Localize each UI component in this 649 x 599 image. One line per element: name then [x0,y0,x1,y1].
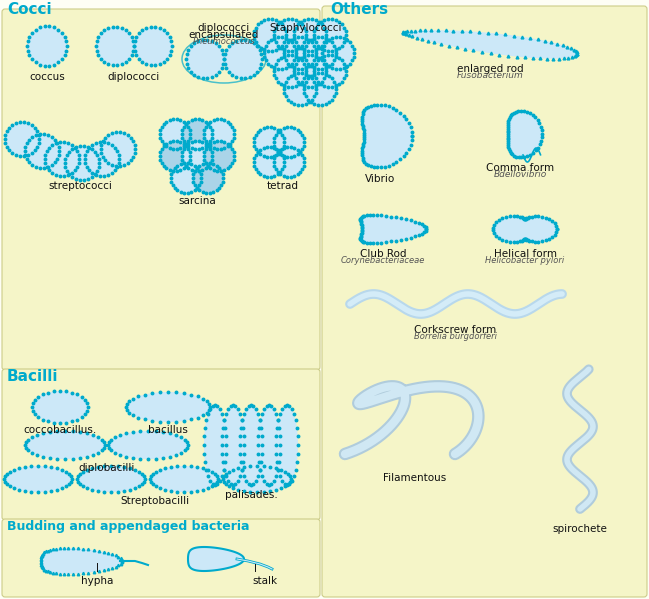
Circle shape [27,26,67,66]
Circle shape [304,37,336,69]
Circle shape [274,19,306,51]
Circle shape [294,55,326,87]
Text: diplococci: diplococci [108,72,160,82]
Ellipse shape [126,392,210,422]
Text: palisades.: palisades. [225,490,277,500]
Polygon shape [493,216,557,242]
Circle shape [182,119,212,149]
Circle shape [224,40,262,78]
Text: streptococci: streptococci [48,181,112,191]
Circle shape [314,55,346,87]
Circle shape [171,163,201,193]
Text: Staphylococci: Staphylococci [270,23,342,33]
Ellipse shape [204,405,226,485]
Text: Budding and appendaged bacteria: Budding and appendaged bacteria [7,520,249,533]
Circle shape [182,141,212,171]
Ellipse shape [276,405,298,485]
Text: Bdellovibrio: Bdellovibrio [493,170,546,179]
Text: spirochete: spirochete [552,524,607,534]
Text: sarcina: sarcina [178,196,216,206]
FancyBboxPatch shape [2,519,320,597]
Ellipse shape [222,405,244,485]
Circle shape [65,146,99,180]
Circle shape [5,122,39,156]
Circle shape [322,37,354,69]
Polygon shape [508,111,542,158]
Text: Helical form: Helical form [493,249,556,259]
Text: Others: Others [330,2,388,17]
Circle shape [186,40,224,78]
Circle shape [45,142,79,176]
Circle shape [204,119,234,149]
Polygon shape [362,104,412,168]
Circle shape [274,127,304,157]
Ellipse shape [223,466,291,492]
Text: Vibrio: Vibrio [365,174,395,184]
Text: Borrelia burgdorferi: Borrelia burgdorferi [413,332,496,341]
Text: Filamentous: Filamentous [384,473,447,483]
Text: Club Rod: Club Rod [360,249,406,259]
Text: diplobacilli: diplobacilli [79,463,135,473]
FancyBboxPatch shape [2,369,320,520]
Circle shape [294,19,326,51]
Circle shape [160,141,190,171]
Ellipse shape [32,391,88,423]
Circle shape [254,127,284,157]
Polygon shape [41,548,122,574]
Ellipse shape [258,405,280,485]
Circle shape [284,37,316,69]
Text: Corynebacteriaceae: Corynebacteriaceae [341,256,425,265]
Ellipse shape [240,405,262,485]
FancyBboxPatch shape [2,9,320,370]
Circle shape [193,163,223,193]
Ellipse shape [150,466,218,492]
FancyBboxPatch shape [322,6,647,597]
Ellipse shape [4,466,72,492]
Circle shape [134,27,172,65]
Ellipse shape [108,431,188,459]
Polygon shape [402,30,578,59]
Text: Cocci: Cocci [7,2,52,17]
Text: hypha: hypha [81,576,113,586]
Text: coccobacillus.: coccobacillus. [23,425,97,435]
Text: Comma form: Comma form [486,163,554,173]
Circle shape [25,134,59,168]
Circle shape [304,73,336,105]
Text: Pneumococcus: Pneumococcus [193,37,255,46]
Text: diplococci: diplococci [198,23,250,33]
Circle shape [204,141,234,171]
Polygon shape [188,547,244,571]
Circle shape [96,27,134,65]
Text: Fusobacterium: Fusobacterium [457,71,523,80]
Circle shape [274,147,304,177]
Text: tetrad: tetrad [267,181,299,191]
Ellipse shape [77,466,145,492]
Text: encapsulated: encapsulated [189,30,259,40]
Circle shape [284,73,316,105]
Text: coccus: coccus [29,72,65,82]
Circle shape [264,37,296,69]
Circle shape [160,119,190,149]
Text: Corkscrew form: Corkscrew form [414,325,496,335]
Circle shape [254,19,286,51]
Circle shape [85,142,119,176]
Text: Bacilli: Bacilli [7,369,58,384]
Text: Streptobacilli: Streptobacilli [121,496,190,506]
Ellipse shape [25,431,105,459]
Text: stalk: stalk [252,576,278,586]
Circle shape [274,55,306,87]
Circle shape [101,132,135,166]
Circle shape [254,147,284,177]
Polygon shape [360,215,426,243]
Text: enlarged rod: enlarged rod [457,64,523,74]
Text: Helicobacter pylori: Helicobacter pylori [485,256,565,265]
Text: bacillus: bacillus [148,425,188,435]
Circle shape [314,19,346,51]
